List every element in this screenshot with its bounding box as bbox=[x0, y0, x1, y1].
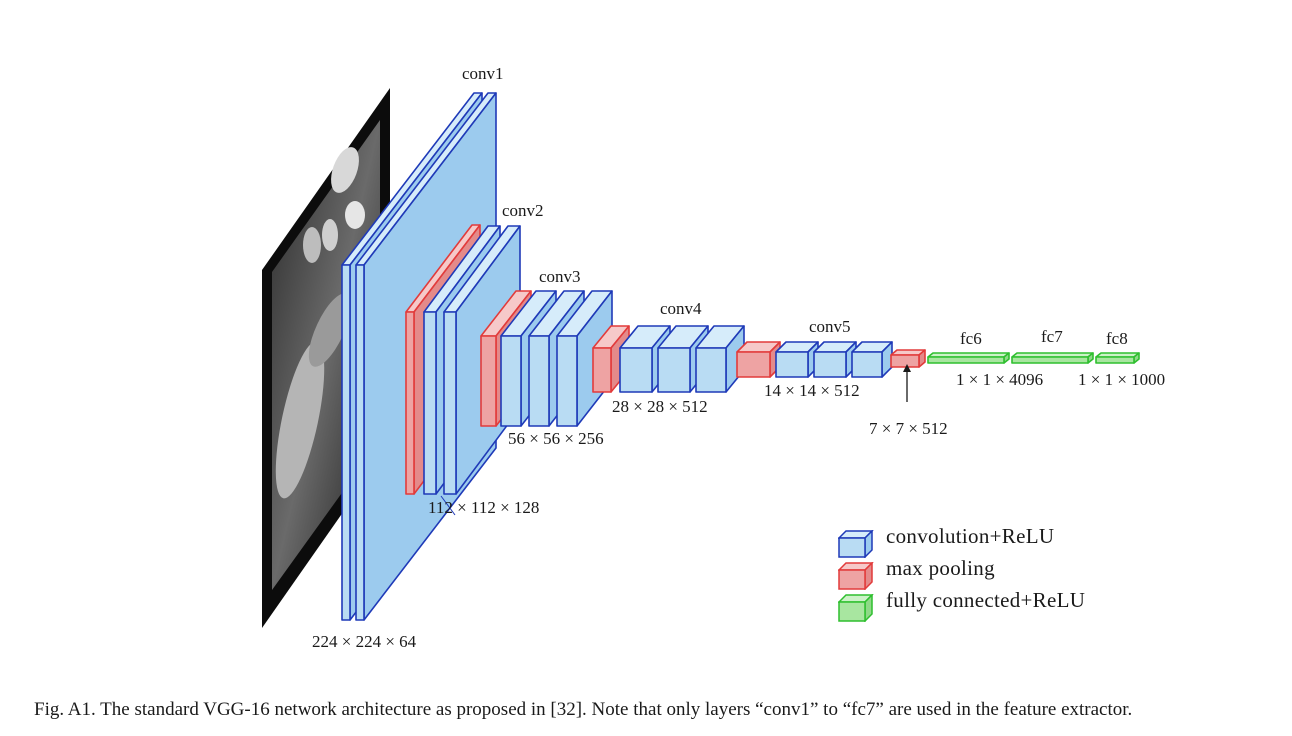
legend-conv-label: convolution+ReLU bbox=[886, 524, 1055, 548]
legend-item-fc: fully connected+ReLU bbox=[838, 588, 1178, 622]
pool5-arrow bbox=[903, 364, 911, 402]
dim-112: 112 × 112 × 128 bbox=[428, 498, 540, 517]
label-conv3: conv3 bbox=[539, 267, 581, 286]
dim-56: 56 × 56 × 256 bbox=[508, 429, 604, 448]
fc7-block bbox=[1011, 352, 1094, 364]
dim-224: 224 × 224 × 64 bbox=[312, 632, 417, 651]
legend-pool-swatch bbox=[838, 562, 874, 590]
legend-item-pool: max pooling bbox=[838, 556, 1178, 590]
label-conv5: conv5 bbox=[809, 317, 851, 336]
figure-caption: Fig. A1. The standard VGG-16 network arc… bbox=[34, 699, 1133, 720]
legend-fc-swatch bbox=[838, 594, 874, 622]
conv5-2-block bbox=[813, 341, 857, 378]
label-fc7: fc7 bbox=[1041, 327, 1063, 346]
label-conv2: conv2 bbox=[502, 201, 544, 220]
dim-14: 14 × 14 × 512 bbox=[764, 381, 860, 400]
label-fc6: fc6 bbox=[960, 329, 982, 348]
conv5-1-block bbox=[775, 341, 819, 378]
dim-4096: 1 × 1 × 4096 bbox=[956, 370, 1044, 389]
dim-28: 28 × 28 × 512 bbox=[612, 397, 708, 416]
fc8-block bbox=[1095, 352, 1140, 364]
legend-pool-label: max pooling bbox=[886, 556, 995, 580]
legend-item-conv: convolution+ReLU bbox=[838, 524, 1178, 558]
dim-1000: 1 × 1 × 1000 bbox=[1078, 370, 1166, 389]
label-conv1: conv1 bbox=[462, 64, 504, 83]
label-fc8: fc8 bbox=[1106, 329, 1128, 348]
pool5-block bbox=[890, 349, 926, 368]
dim-7: 7 × 7 × 512 bbox=[869, 419, 948, 438]
fc6-block bbox=[927, 352, 1010, 364]
pool4-block bbox=[736, 341, 781, 378]
legend-conv-swatch bbox=[838, 530, 874, 558]
conv2-depth-edge bbox=[440, 495, 456, 516]
label-conv4: conv4 bbox=[660, 299, 702, 318]
legend-fc-label: fully connected+ReLU bbox=[886, 588, 1086, 612]
conv5-3-block bbox=[851, 341, 893, 378]
